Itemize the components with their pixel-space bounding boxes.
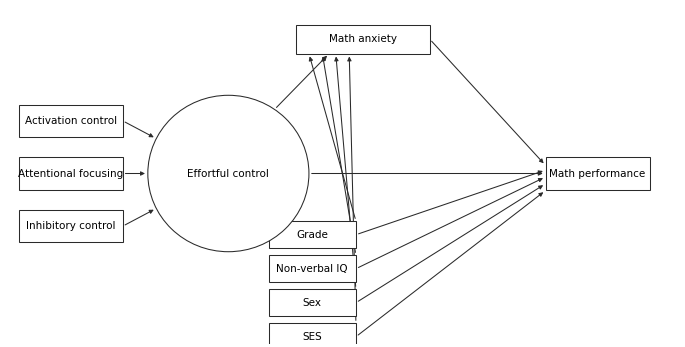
Text: Non-verbal IQ: Non-verbal IQ (277, 264, 348, 274)
Text: Math anxiety: Math anxiety (329, 34, 397, 44)
FancyBboxPatch shape (269, 323, 356, 347)
FancyBboxPatch shape (269, 255, 356, 282)
Text: Math performance: Math performance (549, 169, 646, 178)
FancyBboxPatch shape (545, 157, 649, 190)
Text: Grade: Grade (297, 230, 328, 240)
Text: Effortful control: Effortful control (188, 169, 269, 178)
FancyBboxPatch shape (18, 210, 123, 242)
Text: Attentional focusing: Attentional focusing (18, 169, 123, 178)
Text: Sex: Sex (303, 298, 322, 308)
FancyBboxPatch shape (18, 157, 123, 190)
FancyBboxPatch shape (295, 25, 429, 54)
Ellipse shape (148, 95, 309, 252)
Text: SES: SES (302, 332, 322, 342)
FancyBboxPatch shape (18, 105, 123, 137)
FancyBboxPatch shape (269, 289, 356, 316)
FancyBboxPatch shape (269, 221, 356, 248)
Text: Inhibitory control: Inhibitory control (26, 221, 115, 231)
Text: Activation control: Activation control (25, 116, 116, 126)
